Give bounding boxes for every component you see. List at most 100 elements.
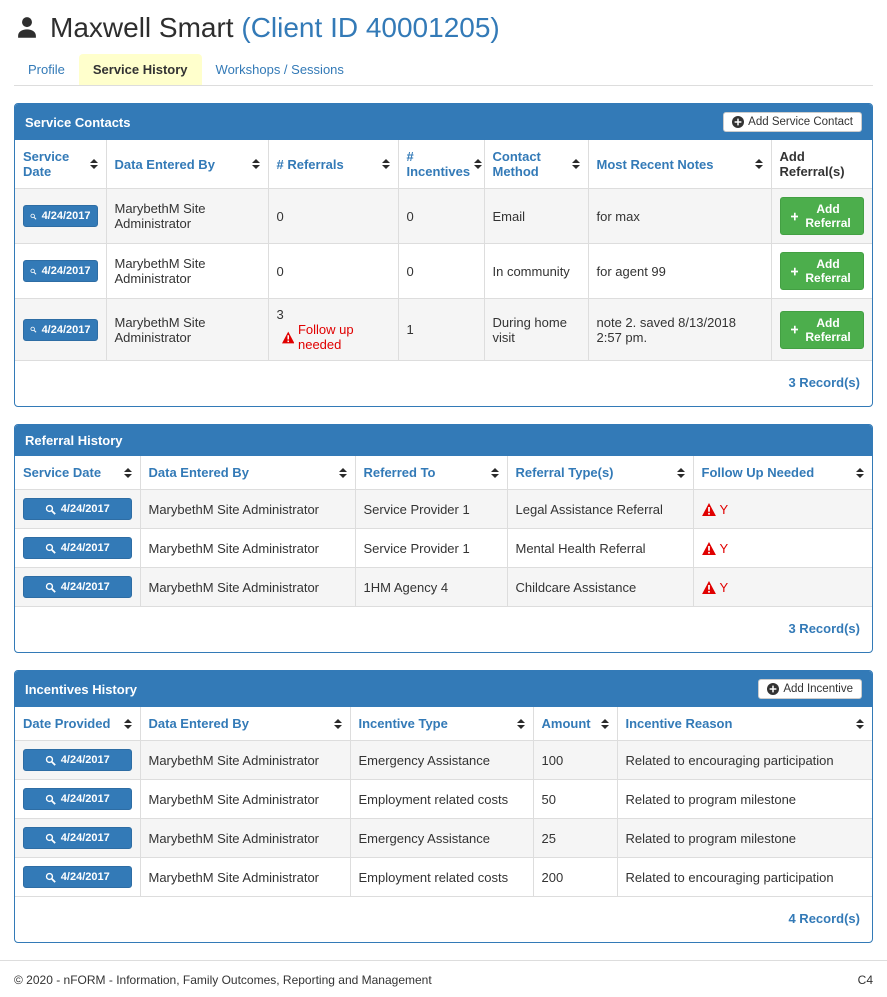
column-header-service-date[interactable]: Service Date [15, 456, 141, 490]
column-label: Incentive Type [358, 716, 448, 731]
column-header-amount[interactable]: Amount [532, 707, 618, 741]
search-icon [45, 582, 56, 593]
tab-profile[interactable]: Profile [28, 62, 65, 77]
warning-icon [281, 331, 294, 343]
cell-incentive-type: Employment related costs [349, 857, 534, 897]
plus-circle-icon [767, 683, 780, 695]
followup-flag: Y [701, 541, 729, 557]
sort-arrows-icon[interactable] [89, 159, 98, 169]
tab-workshops-sessions[interactable]: Workshops / Sessions [215, 62, 344, 77]
view-record-button[interactable]: 4/24/2017 [23, 318, 98, 341]
table-row: 4/24/2017 MarybethM Site Administrator 0 0 E… [15, 188, 872, 244]
column-header-most-recent-notes[interactable]: Most Recent Notes [587, 140, 772, 189]
cell-data-entered-by: MarybethM Site Administrator [105, 243, 269, 299]
cell-contact-method: In community [483, 243, 589, 299]
client-id: (Client ID 40001205) [241, 12, 500, 43]
column-header-data-entered-by[interactable]: Data Entered By [105, 140, 269, 189]
tab-service-history[interactable]: Service History [78, 54, 202, 85]
sort-arrows-icon[interactable] [490, 467, 499, 478]
column-label: Data Entered By [114, 156, 215, 172]
sort-arrows-icon[interactable] [754, 159, 763, 169]
column-label: Data Entered By [148, 716, 249, 731]
sort-arrows-icon[interactable] [856, 718, 864, 729]
followup-flag-value: Y [719, 502, 729, 518]
table-row: 4/24/2017 MarybethM Site Administrator 1HM… [15, 567, 872, 607]
sort-arrows-icon[interactable] [251, 159, 260, 169]
cell-most-recent-notes: for max [587, 188, 772, 244]
referral-count: 3 [276, 307, 284, 322]
column-label: Data Entered By [148, 465, 249, 480]
sort-arrows-icon[interactable] [600, 718, 609, 729]
add-service-contact-button[interactable]: Add Service Contact [723, 112, 862, 132]
cell-incentives: 0 [397, 243, 485, 299]
view-record-button[interactable]: 4/24/2017 [23, 788, 132, 810]
followup-warning: Follow up needed [281, 322, 390, 352]
column-header-contact-method[interactable]: Contact Method [483, 140, 589, 189]
column-header-service-date[interactable]: Service Date [15, 140, 107, 189]
sort-arrows-icon[interactable] [381, 159, 390, 169]
column-label: Incentive Reason [625, 716, 733, 731]
view-record-button[interactable]: 4/24/2017 [23, 749, 132, 771]
referral-history-panel: Referral History Service Date Data Entere… [14, 424, 873, 653]
cell-data-entered-by: MarybethM Site Administrator [139, 818, 351, 858]
cell-service-date: 4/24/2017 [15, 489, 141, 529]
view-record-button[interactable]: 4/24/2017 [23, 205, 98, 227]
cell-referred-to: Service Provider 1 [354, 528, 508, 568]
cell-incentive-reason: Related to encouraging participation [616, 740, 872, 780]
column-header-data-entered-by[interactable]: Data Entered By [139, 456, 356, 490]
sort-arrows-icon[interactable] [333, 718, 342, 729]
followup-flag-value: Y [719, 580, 729, 596]
panel-title: Service Contacts [25, 114, 131, 130]
followup-flag-value: Y [719, 541, 729, 557]
record-date: 4/24/2017 [60, 542, 110, 554]
sort-arrows-icon[interactable] [856, 467, 864, 478]
column-header-date-provided[interactable]: Date Provided [15, 707, 141, 741]
cell-incentive-type: Emergency Assistance [349, 818, 534, 858]
page-container: Maxwell Smart (Client ID 40001205) Profi… [14, 12, 873, 943]
column-label: Date Provided [23, 716, 111, 731]
search-icon [30, 213, 37, 220]
sort-arrows-icon[interactable] [571, 159, 580, 169]
warning-icon [701, 542, 716, 556]
record-count: 4 Record(s) [788, 911, 860, 926]
sort-arrows-icon[interactable] [123, 467, 132, 478]
view-record-button[interactable]: 4/24/2017 [23, 498, 132, 520]
cell-incentive-type: Employment related costs [349, 779, 534, 819]
add-referral-button[interactable]: Add Referral [779, 197, 864, 235]
view-record-button[interactable]: 4/24/2017 [23, 576, 132, 598]
add-referral-button[interactable]: Add Referral [779, 310, 864, 349]
column-header-incentives[interactable]: # Incentives [397, 140, 485, 189]
record-date: 4/24/2017 [60, 503, 110, 515]
incentives-history-table: Date Provided Data Entered By Incentive Ty… [15, 707, 872, 897]
column-header-referrals[interactable]: # Referrals [267, 140, 399, 189]
cell-incentive-reason: Related to program milestone [616, 818, 872, 858]
view-record-button[interactable]: 4/24/2017 [23, 537, 132, 559]
cell-data-entered-by: MarybethM Site Administrator [105, 298, 269, 361]
cell-data-entered-by: MarybethM Site Administrator [139, 740, 351, 780]
table-row: 4/24/2017 MarybethM Site Administrator Eme… [15, 818, 872, 858]
cell-data-entered-by: MarybethM Site Administrator [139, 567, 356, 607]
column-header-referral-type-s[interactable]: Referral Type(s) [506, 456, 694, 490]
column-header-incentive-reason[interactable]: Incentive Reason [616, 707, 872, 741]
sort-arrows-icon[interactable] [123, 718, 132, 729]
cell-incentive-reason: Related to program milestone [616, 779, 872, 819]
search-icon [30, 268, 37, 275]
column-header-referred-to[interactable]: Referred To [354, 456, 508, 490]
cell-most-recent-notes: for agent 99 [587, 243, 772, 299]
sort-arrows-icon[interactable] [516, 718, 525, 729]
view-record-button[interactable]: 4/24/2017 [23, 866, 132, 888]
sort-arrows-icon[interactable] [676, 467, 685, 478]
view-record-button[interactable]: 4/24/2017 [23, 260, 98, 282]
view-record-button[interactable]: 4/24/2017 [23, 827, 132, 849]
add-referral-button[interactable]: Add Referral [779, 252, 864, 290]
sort-arrows-icon[interactable] [338, 467, 347, 478]
add-incentive-button[interactable]: Add Incentive [758, 679, 862, 699]
cell-add-referral-s: Add Referral [770, 298, 872, 361]
sort-arrows-icon[interactable] [474, 159, 483, 169]
column-header-follow-up-needed[interactable]: Follow Up Needed [692, 456, 872, 490]
cell-data-entered-by: MarybethM Site Administrator [139, 489, 356, 529]
cell-service-date: 4/24/2017 [15, 298, 107, 361]
column-header-data-entered-by[interactable]: Data Entered By [139, 707, 351, 741]
column-header-incentive-type[interactable]: Incentive Type [349, 707, 534, 741]
cell-incentives: 1 [397, 298, 485, 361]
